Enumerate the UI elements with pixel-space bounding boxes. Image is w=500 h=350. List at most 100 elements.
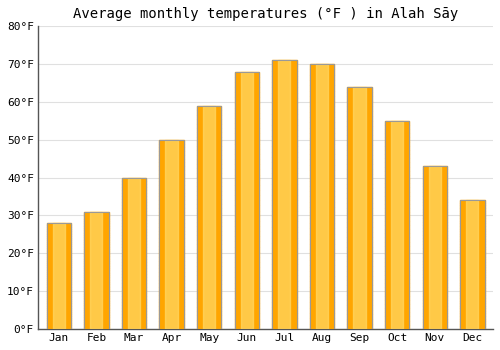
Bar bbox=[122, 229, 146, 232]
Bar bbox=[272, 297, 296, 302]
Bar bbox=[122, 250, 146, 253]
Bar bbox=[160, 177, 184, 181]
Bar bbox=[385, 237, 409, 241]
Bar bbox=[348, 285, 372, 290]
Bar bbox=[197, 258, 222, 262]
Bar bbox=[197, 240, 222, 244]
Bar bbox=[46, 297, 71, 299]
Bar bbox=[385, 121, 409, 329]
Bar bbox=[272, 318, 296, 323]
Bar bbox=[272, 259, 296, 265]
Bar bbox=[422, 234, 447, 238]
Bar bbox=[272, 157, 296, 162]
Bar bbox=[422, 212, 447, 215]
Bar bbox=[272, 108, 296, 114]
Bar bbox=[84, 221, 108, 223]
Bar bbox=[234, 293, 259, 298]
Bar bbox=[385, 271, 409, 275]
Bar bbox=[422, 209, 447, 212]
Bar bbox=[46, 278, 71, 280]
Bar bbox=[234, 175, 259, 180]
Bar bbox=[348, 280, 372, 285]
Bar bbox=[122, 244, 146, 247]
Bar bbox=[160, 147, 184, 151]
Bar bbox=[385, 254, 409, 258]
Bar bbox=[385, 212, 409, 217]
Bar bbox=[122, 196, 146, 199]
Bar bbox=[122, 193, 146, 196]
Bar bbox=[348, 232, 372, 237]
Bar bbox=[460, 306, 484, 308]
Bar bbox=[160, 257, 184, 261]
Bar bbox=[310, 324, 334, 329]
Bar bbox=[272, 323, 296, 329]
Bar bbox=[422, 196, 447, 199]
Bar bbox=[197, 280, 222, 284]
Bar bbox=[203, 106, 215, 329]
Bar bbox=[348, 179, 372, 184]
Bar bbox=[422, 322, 447, 326]
Bar bbox=[197, 159, 222, 164]
Bar bbox=[348, 135, 372, 140]
Bar bbox=[422, 228, 447, 231]
Bar bbox=[122, 293, 146, 296]
Bar bbox=[460, 326, 484, 329]
Bar bbox=[160, 200, 184, 204]
Bar bbox=[84, 226, 108, 228]
Bar bbox=[278, 60, 290, 329]
Bar bbox=[422, 218, 447, 222]
Bar bbox=[460, 316, 484, 318]
Bar bbox=[272, 98, 296, 103]
Bar bbox=[46, 251, 71, 253]
Bar bbox=[84, 228, 108, 230]
Bar bbox=[160, 310, 184, 314]
Bar bbox=[460, 229, 484, 231]
Bar bbox=[310, 154, 334, 160]
Bar bbox=[460, 314, 484, 316]
Bar bbox=[84, 324, 108, 327]
Bar bbox=[84, 256, 108, 259]
Bar bbox=[310, 271, 334, 276]
Bar bbox=[234, 221, 259, 226]
Bar bbox=[348, 126, 372, 131]
Bar bbox=[348, 155, 372, 160]
Bar bbox=[46, 270, 71, 272]
Bar bbox=[234, 298, 259, 303]
Bar bbox=[46, 306, 71, 308]
Bar bbox=[348, 222, 372, 227]
Bar bbox=[84, 313, 108, 315]
Bar bbox=[84, 308, 108, 310]
Bar bbox=[234, 308, 259, 314]
Bar bbox=[46, 248, 71, 251]
Bar bbox=[460, 208, 484, 211]
Bar bbox=[385, 162, 409, 167]
Bar bbox=[385, 121, 409, 125]
Bar bbox=[234, 72, 259, 329]
Bar bbox=[197, 244, 222, 248]
Bar bbox=[310, 233, 334, 239]
Bar bbox=[385, 225, 409, 229]
Bar bbox=[422, 254, 447, 257]
Bar bbox=[272, 87, 296, 92]
Bar bbox=[122, 226, 146, 229]
Bar bbox=[422, 173, 447, 176]
Bar bbox=[422, 244, 447, 247]
Bar bbox=[460, 252, 484, 254]
Bar bbox=[122, 205, 146, 208]
Bar bbox=[310, 128, 334, 133]
Bar bbox=[422, 231, 447, 235]
Bar bbox=[84, 247, 108, 249]
Bar bbox=[160, 227, 184, 231]
Bar bbox=[385, 146, 409, 150]
Bar bbox=[272, 152, 296, 157]
Bar bbox=[310, 64, 334, 69]
Bar bbox=[272, 211, 296, 216]
Bar bbox=[46, 314, 71, 316]
Bar bbox=[310, 149, 334, 154]
Bar bbox=[460, 244, 484, 247]
Bar bbox=[310, 308, 334, 313]
Bar bbox=[272, 162, 296, 168]
Bar bbox=[84, 254, 108, 256]
Bar bbox=[234, 149, 259, 154]
Bar bbox=[460, 318, 484, 321]
